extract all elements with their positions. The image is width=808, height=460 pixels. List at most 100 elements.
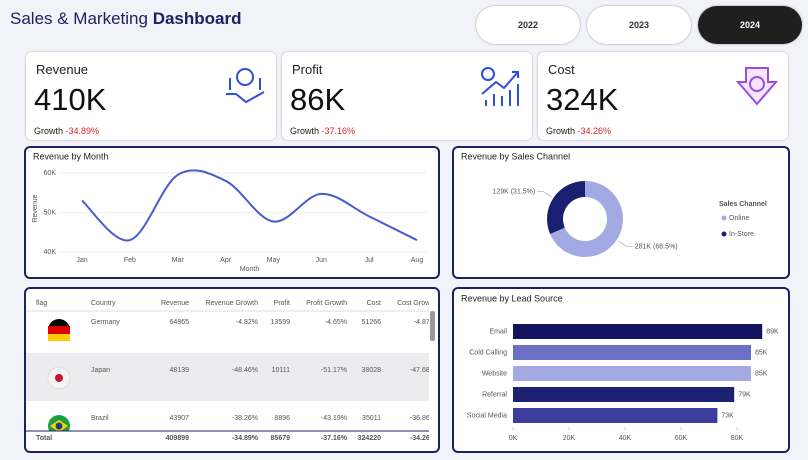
y-tick-label: 50K: [44, 209, 57, 216]
kpi-growth: Growth -37.16%: [290, 126, 355, 136]
donut-slice: [550, 181, 623, 257]
column-header: Revenue: [161, 300, 189, 307]
data-label: 85K: [755, 349, 768, 356]
kpi-growth: Growth -34.26%: [546, 126, 611, 136]
kpi-value: 410K: [34, 82, 107, 117]
year-button[interactable]: 2024: [698, 6, 802, 44]
x-tick-label: May: [267, 257, 281, 264]
x-tick-label: 40K: [619, 435, 632, 442]
cell: Japan: [91, 367, 110, 374]
y-tick-label: Referral: [482, 391, 507, 398]
title: Sales & Marketing: [10, 9, 148, 28]
growth-value: -37.16%: [321, 126, 356, 136]
cell: -51.17%: [321, 367, 347, 374]
kpi-growth: Growth -34.89%: [34, 126, 99, 136]
donut-chart: Revenue by Sales Channel 281K (68.5%) Onl…: [461, 151, 767, 257]
flag: [47, 366, 71, 390]
cell: 13599: [271, 319, 291, 326]
total-cell: -34.89%: [232, 435, 259, 442]
total-cell: 409899: [166, 435, 189, 442]
cell: -4.87%: [414, 319, 436, 326]
x-axis-label: Month: [240, 266, 260, 273]
x-tick-label: Jul: [365, 257, 374, 264]
y-axis-label: Revenue: [32, 194, 39, 222]
title-bold: Dashboard: [152, 9, 242, 28]
legend-label: In-Store: [729, 231, 754, 238]
x-tick-label: Aug: [411, 257, 424, 264]
legend-marker: [721, 215, 727, 221]
cell: 48139: [170, 367, 190, 374]
leader-line: [618, 240, 633, 247]
kpi-card: Profit 86K Growth -37.16%: [282, 52, 532, 140]
x-tick-label: Jan: [76, 257, 87, 264]
y-tick-label: Cold Calling: [469, 349, 507, 356]
chart-title: Revenue by Month: [33, 151, 109, 161]
kpi-card: Revenue 410K Growth -34.89%: [26, 52, 276, 140]
y-tick-label: 60K: [44, 170, 57, 177]
year-button[interactable]: 2022: [476, 6, 580, 44]
chart-title: Revenue by Sales Channel: [461, 151, 570, 161]
growth-label: Growth: [290, 126, 320, 136]
x-tick-label: 60K: [675, 435, 688, 442]
bar-chart: Revenue by Lead Source 0K 20K 40K 60K 80K Ema…: [461, 293, 779, 442]
donut-slice: [547, 181, 585, 235]
column-header: Cost Growth: [397, 300, 436, 307]
scrollbar[interactable]: [430, 311, 435, 341]
x-tick-label: Mar: [172, 257, 185, 264]
cell: Brazil: [91, 415, 109, 422]
x-tick-label: Jun: [316, 257, 327, 264]
cell: -4.65%: [325, 319, 347, 326]
cell: -43.19%: [321, 415, 347, 422]
leader-line: [537, 191, 552, 198]
x-tick-label: 80K: [731, 435, 744, 442]
year-button[interactable]: 2023: [587, 6, 691, 44]
kpi-value: 324K: [546, 82, 619, 117]
table-panel: flag Country Revenue Revenue Growth Profit Pr…: [24, 287, 440, 453]
line: [81, 169, 418, 242]
legend-marker: [721, 231, 727, 237]
line-panel: Revenue by Month 40K 50K 60K Jan Feb Mar Apr Ma…: [24, 146, 440, 279]
cell: Germany: [91, 319, 120, 326]
cell: -47.68%: [410, 367, 436, 374]
total-cell: -37.16%: [321, 435, 348, 442]
y-tick-label: 40K: [44, 249, 57, 256]
bar: [513, 345, 751, 360]
cell: 64865: [170, 319, 190, 326]
x-tick-label: Apr: [220, 257, 232, 264]
total-cell: -34.26%: [410, 435, 437, 442]
bar: [513, 366, 751, 381]
total-row: [26, 431, 429, 445]
flag: [48, 319, 70, 341]
row-band: [26, 353, 429, 401]
kpi-label: Cost: [548, 62, 575, 77]
y-tick-label: Email: [489, 328, 507, 335]
data-label: 85K: [755, 370, 768, 377]
data-label: 89K: [766, 328, 779, 335]
growth-label: Growth: [546, 126, 576, 136]
kpi-label: Profit: [292, 62, 323, 77]
cell: 38028: [362, 367, 382, 374]
cell: 35011: [362, 415, 381, 422]
cell: 10111: [272, 367, 291, 374]
cell: 8896: [274, 415, 290, 422]
column-header: Revenue Growth: [205, 300, 258, 307]
legend-label: Online: [729, 215, 749, 222]
data-label: 281K (68.5%): [635, 243, 678, 250]
y-tick-label: Website: [482, 370, 507, 377]
bar: [513, 387, 735, 402]
cell: -4.82%: [236, 319, 258, 326]
icon: [226, 68, 265, 104]
column-header: Profit: [274, 300, 290, 307]
data-label: 73K: [721, 412, 734, 419]
kpi-card: Cost 324K Growth -34.26%: [538, 52, 788, 140]
table-body: flag Country Revenue Revenue Growth Profit Pr…: [26, 300, 437, 445]
data-label: 129K (31.5%): [492, 188, 535, 195]
bar: [513, 408, 718, 423]
x-tick-label: Feb: [124, 257, 136, 264]
x-tick-label: 0K: [509, 435, 518, 442]
y-tick-label: Social Media: [467, 412, 507, 419]
legend-title: Sales Channel: [719, 201, 767, 208]
bar-panel: Revenue by Lead Source 0K 20K 40K 60K 80K Ema…: [452, 287, 790, 453]
cell: 43907: [170, 415, 190, 422]
kpi-label: Revenue: [36, 62, 89, 77]
